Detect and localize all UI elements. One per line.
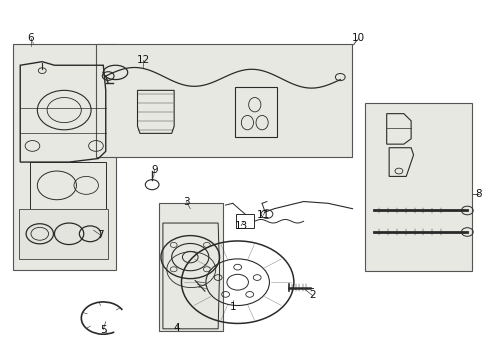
Bar — [96, 44, 352, 157]
Text: 12: 12 — [137, 55, 150, 65]
Bar — [236, 214, 254, 228]
Text: 2: 2 — [309, 291, 316, 301]
Bar — [13, 44, 116, 270]
Text: 3: 3 — [183, 197, 190, 207]
Text: 10: 10 — [352, 33, 366, 43]
Text: 1: 1 — [229, 302, 236, 312]
Text: 7: 7 — [97, 230, 104, 240]
Bar — [159, 203, 223, 330]
Text: 11: 11 — [256, 210, 270, 220]
Bar — [365, 103, 472, 271]
Text: 13: 13 — [235, 221, 248, 230]
Text: 4: 4 — [173, 323, 180, 333]
Text: 8: 8 — [475, 189, 482, 199]
Text: 5: 5 — [100, 325, 107, 334]
Text: 9: 9 — [151, 165, 158, 175]
Text: 6: 6 — [27, 33, 34, 43]
Bar — [19, 209, 108, 259]
